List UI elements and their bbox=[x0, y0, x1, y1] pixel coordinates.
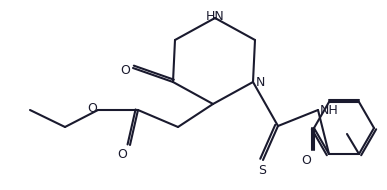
Text: O: O bbox=[120, 63, 130, 77]
Text: O: O bbox=[301, 154, 311, 166]
Text: N: N bbox=[255, 75, 265, 89]
Text: O: O bbox=[87, 102, 97, 116]
Text: HN: HN bbox=[205, 10, 224, 24]
Text: O: O bbox=[117, 149, 127, 162]
Text: S: S bbox=[258, 165, 266, 177]
Text: NH: NH bbox=[320, 104, 338, 116]
